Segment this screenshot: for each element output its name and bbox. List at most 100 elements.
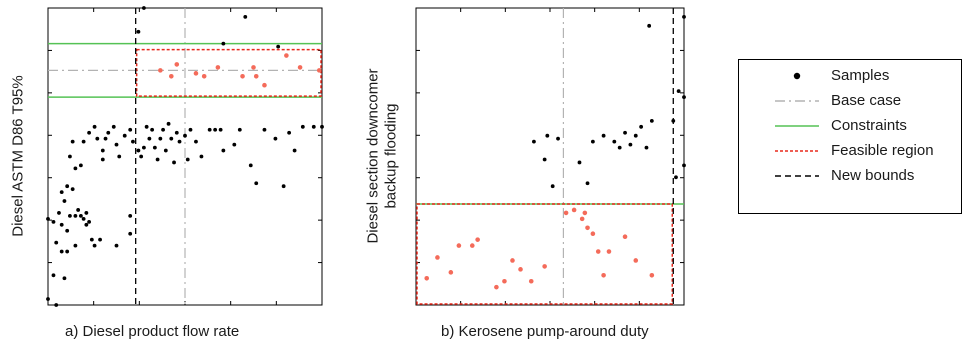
sample-point [276,44,281,49]
sample-point [150,127,155,132]
sample-point [676,89,681,94]
sample-point [213,127,218,132]
sample-point [84,222,89,227]
sample-point [682,163,686,168]
sample-point [59,190,64,195]
feasible-point [469,243,475,248]
sample-point [556,136,560,141]
sample-point [207,127,212,132]
sample-point [292,148,297,153]
sample-point [674,175,678,180]
y-axis-label-b-line1: Diesel section downcomer [364,68,382,244]
dashdot-line-icon [775,100,819,102]
sample-point [87,219,91,224]
sample-point [136,29,141,34]
sample-point [682,15,686,19]
sample-point [262,127,267,132]
sample-point [172,160,176,165]
feasible-point [622,234,628,239]
sample-point [169,136,174,141]
feasible-point [316,68,322,73]
sample-point [281,184,286,189]
sample-point [103,136,108,141]
sample-point [174,130,179,135]
solid-line-icon [775,125,819,127]
sample-point [671,118,676,123]
sample-point [144,124,149,129]
legend-label-new-bounds: New bounds [831,167,915,184]
feasible-point [158,68,163,73]
sample-point [601,133,606,138]
sample-point [155,157,160,162]
legend-item-feasible-region: Feasible region [739,139,961,163]
sample-point [221,41,226,46]
sample-point [136,148,141,153]
sample-point [100,157,105,162]
sample-point [142,145,146,150]
feasible-point [649,273,655,278]
scatter-panel-b [415,7,686,306]
feasible-point [448,270,454,275]
sample-point [232,142,237,147]
sample-point [161,127,165,132]
sample-point [287,130,292,135]
sample-point [65,228,70,233]
sample-point [87,130,91,135]
sample-point [65,184,70,189]
sample-point [89,237,94,242]
sample-point [243,15,248,19]
dashed-line-icon [775,175,819,177]
scatter-panel-a [46,6,324,307]
sample-point [166,121,171,126]
legend-item-samples: Samples [739,64,961,88]
feasible-point [606,249,612,254]
legend-label-constraints: Constraints [831,117,907,134]
feasible-point [193,71,199,76]
sample-point [95,136,100,141]
sample-point [649,118,654,123]
sample-point [300,124,305,129]
feasible-point [456,243,462,248]
legend: Samples Base case Constraints Feasible r… [738,59,962,214]
plot-frame [415,7,685,306]
sample-point [131,139,135,144]
feasible-point [424,275,430,281]
feasible-point [579,216,585,222]
sample-point [111,124,116,129]
sample-point [68,214,72,218]
sample-point [70,187,75,192]
sample-point [76,208,81,212]
feasible-point [582,210,588,216]
sample-point [194,139,198,144]
sample-point [68,154,72,159]
feasible-point [475,237,480,242]
sample-point [550,184,555,189]
sample-point [54,303,59,307]
legend-label-base-case: Base case [831,92,902,109]
sample-point [542,157,547,162]
sample-point [188,127,193,132]
y-axis-label-b: Diesel section downcomer backup flooding [364,68,400,243]
legend-item-new-bounds: New bounds [739,164,961,188]
sample-point [70,139,75,144]
sample-point [81,139,86,144]
sample-point [221,148,226,153]
legend-label-feasible-region: Feasible region [831,142,934,159]
sample-point [46,297,50,301]
sample-point [237,127,242,132]
sample-point [73,243,78,248]
sample-point [177,139,182,144]
feasible-point [571,207,577,213]
sample-point [73,166,78,171]
feasible-region-box [135,48,322,97]
sample-point [617,145,622,150]
feasible-point [542,264,547,269]
feasible-point [502,278,507,284]
feasible-point [201,74,207,79]
sample-point [65,249,70,254]
sample-point [218,127,223,132]
sample-point [98,237,102,242]
feasible-point [601,273,606,278]
sample-point [248,163,253,168]
